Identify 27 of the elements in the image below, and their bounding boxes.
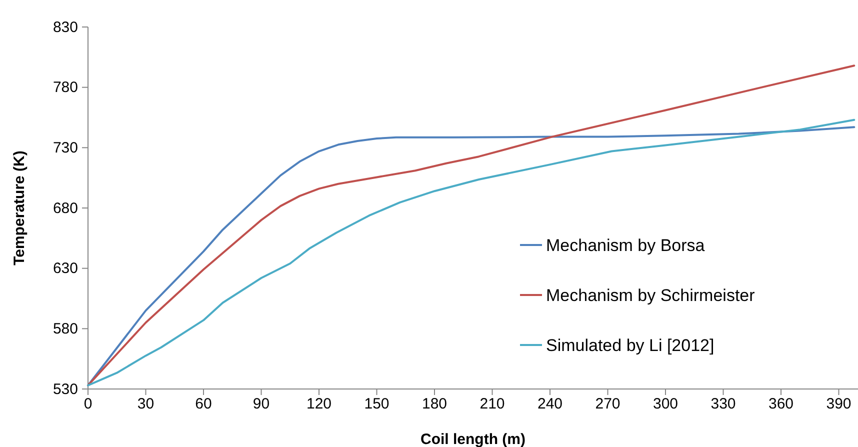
x-tick-label: 30 <box>137 396 154 413</box>
y-tick-label: 730 <box>52 139 78 156</box>
y-tick-label: 830 <box>52 18 78 36</box>
x-tick-label: 90 <box>252 396 270 413</box>
y-tick-label: 630 <box>52 260 78 278</box>
x-tick-label: 270 <box>595 396 620 413</box>
legend-label: Mechanism by Borsa <box>546 236 706 255</box>
x-tick-label: 180 <box>422 396 448 413</box>
x-tick-label: 330 <box>710 396 736 413</box>
x-tick-label: 210 <box>480 396 505 413</box>
x-tick-label: 240 <box>537 396 563 413</box>
x-tick-label: 390 <box>826 396 852 413</box>
x-tick-label: 300 <box>652 396 678 413</box>
y-tick-label: 530 <box>52 380 78 398</box>
legend-label: Mechanism by Schirmeister <box>546 286 756 305</box>
line-series <box>87 64 856 386</box>
y-tick-label: 680 <box>52 200 78 217</box>
x-axis-title: Coil length (m) <box>420 431 526 447</box>
y-tick-label: 780 <box>52 79 78 96</box>
y-tick-label: 580 <box>52 320 78 338</box>
x-tick-label: 0 <box>84 396 92 413</box>
x-tick-label: 150 <box>364 396 390 413</box>
x-tick-label: 60 <box>195 396 212 413</box>
x-tick-label: 360 <box>768 396 794 413</box>
x-tick-label: 120 <box>306 396 332 413</box>
legend-label: Simulated by Li [2012] <box>546 336 714 355</box>
y-axis-title: Temperature (K) <box>11 150 28 266</box>
